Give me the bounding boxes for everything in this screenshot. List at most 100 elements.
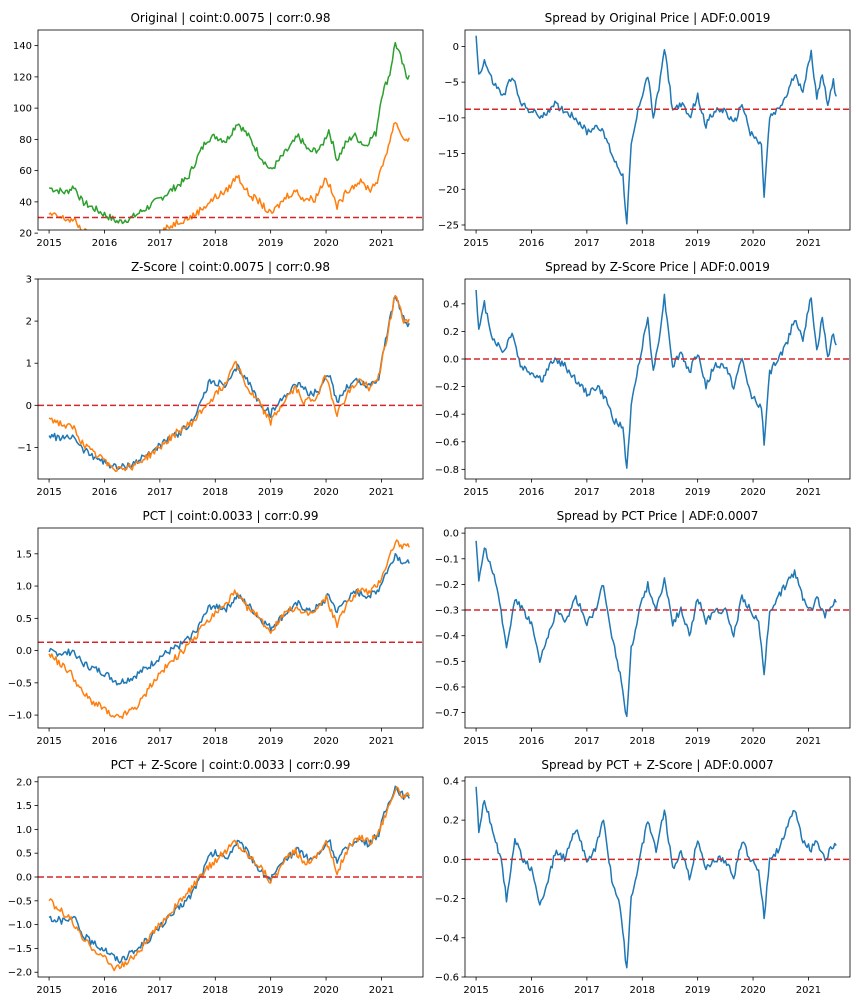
- x-tick-label: 2020: [740, 238, 765, 249]
- y-tick-label: −10: [438, 113, 459, 124]
- axes-frame: [37, 278, 424, 480]
- y-tick-label: 0.2: [443, 816, 459, 827]
- x-tick-label: 2016: [92, 736, 117, 747]
- y-tick-label: −0.6: [435, 973, 459, 984]
- plot-area: [38, 295, 423, 472]
- x-tick-label: 2021: [369, 985, 394, 996]
- subplot-title: Z-Score | coint:0.0075 | corr:0.98: [131, 260, 330, 274]
- subplot-5: PCT | coint:0.0033 | corr:0.99 2015 2016 20…: [8, 509, 424, 747]
- x-tick-label: 2018: [630, 238, 655, 249]
- plot-area: [465, 786, 850, 969]
- x-tick-label: 2015: [463, 985, 488, 996]
- y-tick-label: 0.5: [16, 849, 32, 860]
- y-tick-label: 3: [26, 275, 32, 286]
- x-tick-label: 2020: [313, 487, 338, 498]
- x-tick-label: 2019: [685, 736, 710, 747]
- y-tick-label: 0.0: [16, 873, 32, 884]
- axes-frame: [37, 776, 424, 978]
- x-tick-label: 2018: [203, 985, 228, 996]
- x-tick-label: 2019: [685, 487, 710, 498]
- y-tick-label: 0.2: [443, 327, 459, 338]
- x-tick-label: 2016: [92, 985, 117, 996]
- subplot-8: Spread by PCT + Z-Score | ADF:0.0007 2015…: [435, 758, 851, 996]
- x-tick-label: 2020: [740, 736, 765, 747]
- y-tick-label: −15: [438, 149, 459, 160]
- series-line-orange: [48, 121, 410, 230]
- y-tick-label: −0.8: [435, 465, 459, 476]
- x-tick-label: 2016: [519, 487, 544, 498]
- y-tick-label: 140: [13, 41, 32, 52]
- plot-area: [465, 35, 850, 225]
- y-tick-label: −1: [17, 443, 32, 454]
- x-tick-label: 2021: [796, 487, 821, 498]
- x-tick-label: 2015: [463, 238, 488, 249]
- x-tick-label: 2021: [796, 238, 821, 249]
- y-tick-label: 1.0: [16, 825, 32, 836]
- y-tick-label: −2.0: [8, 968, 32, 979]
- x-tick-label: 2016: [92, 238, 117, 249]
- x-tick-label: 2021: [796, 985, 821, 996]
- x-tick-label: 2017: [147, 487, 172, 498]
- subplot-4: Spread by Z-Score Price | ADF:0.0019 2015…: [435, 260, 851, 498]
- x-tick-label: 2020: [740, 487, 765, 498]
- y-tick-label: −0.2: [435, 580, 459, 591]
- subplot-title: Original | coint:0.0075 | corr:0.98: [130, 11, 330, 25]
- x-tick-label: 2021: [369, 238, 394, 249]
- subplot-title: PCT + Z-Score | coint:0.0033 | corr:0.99: [111, 758, 351, 772]
- subplot-3: Z-Score | coint:0.0075 | corr:0.98 2015 20…: [17, 260, 424, 498]
- series-line-orange: [48, 539, 410, 720]
- y-tick-label: −0.5: [435, 657, 459, 668]
- y-tick-label: 0.5: [16, 614, 32, 625]
- x-tick-label: 2015: [36, 736, 61, 747]
- y-tick-label: 0.4: [443, 299, 459, 310]
- y-tick-label: 40: [19, 197, 32, 208]
- series-line-blue: [48, 552, 410, 686]
- y-tick-label: −1.0: [8, 920, 32, 931]
- y-tick-label: 0: [26, 401, 32, 412]
- y-tick-label: −0.6: [435, 682, 459, 693]
- subplot-1: Original | coint:0.0075 | corr:0.98 2015 2…: [13, 11, 424, 249]
- x-tick-label: 2015: [36, 238, 61, 249]
- x-tick-label: 2017: [147, 238, 172, 249]
- y-tick-label: 100: [13, 104, 32, 115]
- subplot-title: Spread by Original Price | ADF:0.0019: [545, 11, 771, 25]
- plot-area: [465, 289, 850, 469]
- x-tick-label: 2015: [36, 487, 61, 498]
- y-tick-label: −0.7: [435, 708, 459, 719]
- y-tick-label: −0.3: [435, 606, 459, 617]
- subplot-title: Spread by PCT Price | ADF:0.0007: [557, 509, 759, 523]
- subplot-title: Spread by PCT + Z-Score | ADF:0.0007: [541, 758, 773, 772]
- subplot-6: Spread by PCT Price | ADF:0.0007 2015 2016…: [435, 509, 851, 747]
- y-tick-label: −5: [444, 78, 459, 89]
- y-tick-label: −0.2: [435, 382, 459, 393]
- x-tick-label: 2020: [313, 736, 338, 747]
- y-tick-label: −0.2: [435, 894, 459, 905]
- x-tick-label: 2020: [740, 985, 765, 996]
- axes-frame: [464, 776, 851, 978]
- x-tick-label: 2017: [574, 238, 599, 249]
- y-tick-label: 0.0: [443, 529, 459, 540]
- series-line-blue: [48, 785, 410, 964]
- axes-frame: [464, 527, 851, 729]
- x-tick-label: 2018: [630, 736, 655, 747]
- y-tick-label: 60: [19, 166, 32, 177]
- y-tick-label: 0.4: [443, 776, 459, 787]
- x-tick-label: 2018: [203, 736, 228, 747]
- x-tick-label: 2018: [203, 238, 228, 249]
- x-tick-label: 2017: [574, 487, 599, 498]
- y-tick-label: −0.4: [435, 631, 459, 642]
- subplot-title: PCT | coint:0.0033 | corr:0.99: [142, 509, 318, 523]
- y-tick-label: 20: [19, 229, 32, 240]
- y-tick-label: 0.0: [443, 355, 459, 366]
- x-tick-label: 2021: [369, 736, 394, 747]
- y-tick-label: 1.5: [16, 801, 32, 812]
- y-tick-label: −25: [438, 221, 459, 232]
- y-tick-label: −1.5: [8, 944, 32, 955]
- subplot-7: PCT + Z-Score | coint:0.0033 | corr:0.99…: [8, 758, 424, 996]
- plot-area: [38, 41, 423, 230]
- x-tick-label: 2020: [313, 238, 338, 249]
- series-line-blue: [475, 540, 837, 718]
- x-tick-label: 2019: [258, 487, 283, 498]
- x-tick-label: 2015: [36, 985, 61, 996]
